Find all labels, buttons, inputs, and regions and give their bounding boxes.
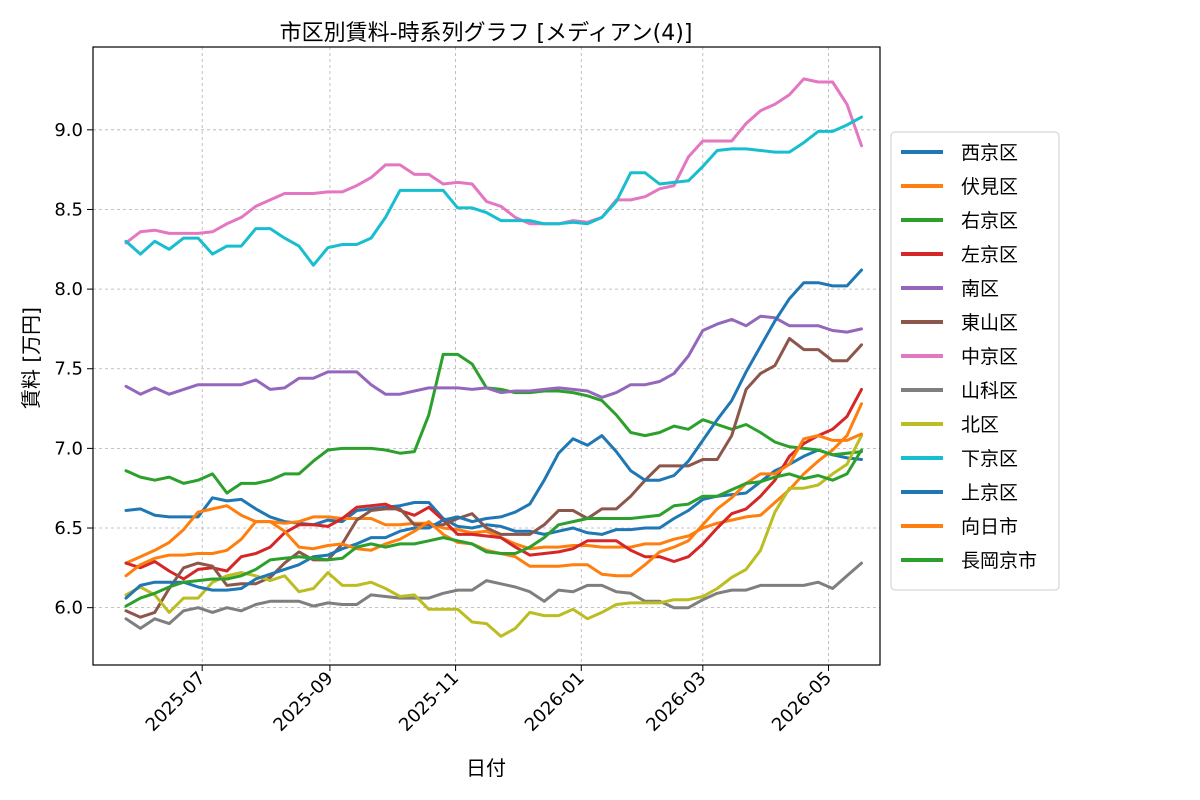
legend-label: 伏見区 bbox=[961, 176, 1018, 198]
series-line-1 bbox=[124, 448, 863, 536]
series-line-5 bbox=[124, 314, 863, 399]
series-line-7 bbox=[124, 77, 863, 245]
y-tick-label: 7.5 bbox=[54, 359, 83, 380]
series-line-10 bbox=[124, 115, 863, 267]
series-line-8 bbox=[124, 561, 863, 630]
legend-label: 山科区 bbox=[961, 380, 1018, 402]
legend-label: 向日市 bbox=[961, 516, 1018, 538]
legend-label: 長岡京市 bbox=[961, 550, 1037, 572]
legend-label: 左京区 bbox=[961, 244, 1018, 266]
series-line-11 bbox=[124, 268, 863, 600]
y-tick-label: 8.5 bbox=[54, 199, 83, 220]
series-line-3 bbox=[124, 352, 863, 495]
y-tick-label: 7.0 bbox=[54, 438, 83, 459]
y-tick-label: 6.5 bbox=[54, 518, 83, 539]
y-axis-label: 賃料 [万円] bbox=[19, 307, 43, 409]
y-tick-label: 6.0 bbox=[54, 598, 83, 619]
y-tick-label: 9.0 bbox=[54, 120, 83, 141]
x-axis-label: 日付 bbox=[466, 756, 506, 780]
series-line-2 bbox=[124, 402, 863, 565]
y-tick-label: 8.0 bbox=[54, 279, 83, 300]
legend-label: 上京区 bbox=[961, 482, 1018, 504]
legend-label: 中京区 bbox=[961, 346, 1018, 368]
series-line-4 bbox=[124, 387, 863, 581]
chart-title: 市区別賃料-時系列グラフ [メディアン(4)] bbox=[280, 21, 693, 46]
legend-box bbox=[890, 131, 1060, 591]
legend-label: 南区 bbox=[961, 278, 999, 300]
series-line-13 bbox=[124, 448, 863, 608]
legend-label: 右京区 bbox=[961, 210, 1018, 232]
plot-frame bbox=[92, 46, 881, 666]
legend-label: 下京区 bbox=[961, 448, 1018, 470]
legend-label: 北区 bbox=[961, 414, 999, 436]
legend-label: 西京区 bbox=[961, 142, 1018, 164]
legend-label: 東山区 bbox=[961, 312, 1018, 334]
